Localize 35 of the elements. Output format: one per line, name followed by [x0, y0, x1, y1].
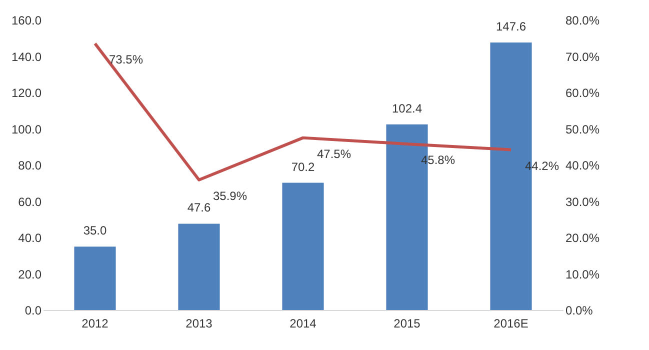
data-label: 102.4 [392, 101, 422, 116]
data-label: 73.5% [109, 52, 144, 67]
data-label: 47.6 [187, 200, 211, 215]
y2-tick-label: 50.0% [566, 122, 600, 136]
x-tick-label: 2015 [394, 316, 421, 330]
y-tick-label: 160.0 [11, 14, 42, 28]
y2-tick-label: 80.0% [566, 14, 600, 28]
y2-tick-label: 20.0% [566, 231, 600, 245]
y-tick-label: 100.0 [11, 122, 42, 136]
data-label: 147.6 [496, 19, 526, 34]
data-label: 47.5% [317, 146, 352, 161]
y-tick-label: 40.0 [18, 231, 42, 245]
bar [178, 224, 220, 310]
y2-tick-label: 0.0% [566, 304, 594, 318]
x-tick-label: 2012 [82, 316, 109, 330]
y-tick-label: 0.0 [24, 304, 42, 318]
line-series [94, 42, 512, 182]
bar [282, 182, 324, 310]
y-tick-label: 60.0 [18, 194, 42, 209]
y2-tick-label: 40.0% [566, 158, 600, 172]
data-label: 70.2 [291, 160, 315, 174]
y2-tick-label: 70.0% [566, 50, 600, 64]
x-tick-label: 2014 [290, 316, 317, 330]
y-tick-label: 80.0 [18, 158, 42, 172]
x-tick-label: 2013 [186, 316, 213, 330]
y2-tick-label: 10.0% [566, 267, 600, 282]
y-tick-label: 20.0 [18, 267, 42, 282]
y2-tick-label: 30.0% [566, 194, 600, 209]
y-tick-label: 120.0 [11, 86, 42, 100]
y-tick-label: 140.0 [11, 50, 42, 64]
y2-tick-label: 60.0% [566, 86, 600, 100]
bar [74, 246, 116, 310]
x-tick-label: 2016E [494, 316, 528, 330]
data-label: 35.0 [83, 224, 107, 238]
data-label: 35.9% [213, 188, 248, 203]
